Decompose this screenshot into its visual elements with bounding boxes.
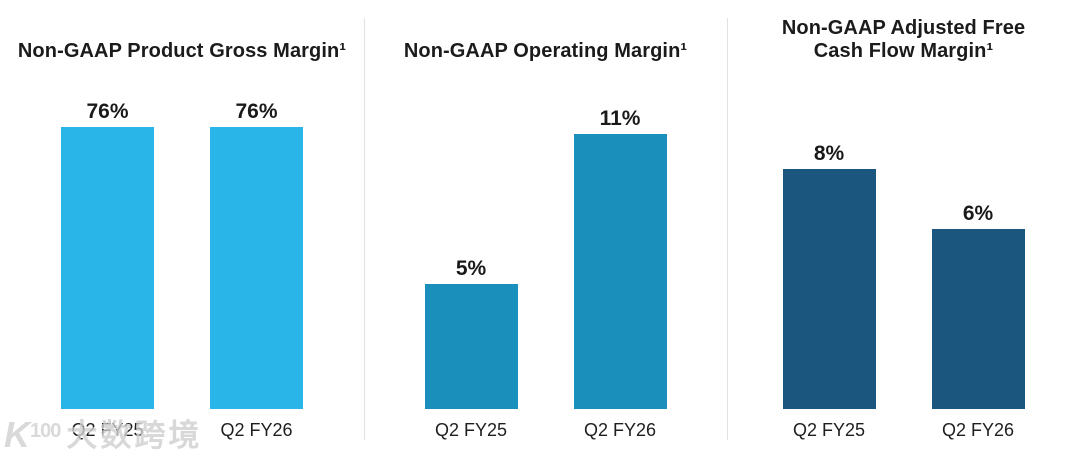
panel-divider xyxy=(364,18,365,440)
plot-area: 5% 11% xyxy=(364,62,727,409)
chart-title-line: Cash Flow Margin¹ xyxy=(813,39,994,62)
bar-group-q2-fy26: 6% xyxy=(931,202,1025,409)
x-tick-label: Q2 FY26 xyxy=(220,420,293,440)
bar-group-q2-fy25: 5% xyxy=(424,257,518,409)
bar-value-label: 76% xyxy=(235,100,278,123)
x-tick-label: Q2 FY26 xyxy=(583,420,657,440)
bar-value-label: 11% xyxy=(599,107,641,130)
chart-title-line: Non-GAAP Adjusted Free xyxy=(781,17,1026,40)
x-tick-label: Q2 FY25 xyxy=(792,420,866,440)
bar-q2-fy26 xyxy=(931,229,1025,409)
bar-q2-fy26 xyxy=(573,134,667,409)
bar-q2-fy25 xyxy=(424,284,518,409)
bar-group-q2-fy25: 8% xyxy=(782,142,876,409)
x-axis-labels: Q2 FY25 Q2 FY26 xyxy=(0,409,364,457)
chart-panel-operating-margin: Non-GAAP Operating Margin¹ 5% 11% Q2 FY2… xyxy=(364,0,727,457)
x-axis-labels: Q2 FY25 Q2 FY26 xyxy=(727,409,1080,457)
chart-title-line: Non-GAAP Operating Margin¹ xyxy=(403,39,688,62)
bar-group-q2-fy25: 76% xyxy=(61,101,154,409)
chart-title: Non-GAAP Product Gross Margin¹ xyxy=(0,0,364,62)
bar-group-q2-fy26: 76% xyxy=(210,101,303,409)
panel-divider xyxy=(727,18,728,440)
plot-area: 76% 76% xyxy=(0,62,364,409)
chart-title-line: Non-GAAP Product Gross Margin¹ xyxy=(17,39,347,62)
bar-value-label: 6% xyxy=(962,202,994,225)
x-axis-labels: Q2 FY25 Q2 FY26 xyxy=(364,409,727,457)
bar-q2-fy26 xyxy=(210,127,303,409)
bar-value-label: 5% xyxy=(455,257,487,280)
bar-value-label: 8% xyxy=(813,142,845,165)
x-tick-label: Q2 FY26 xyxy=(941,420,1015,440)
chart-panel-product-gross-margin: Non-GAAP Product Gross Margin¹ 76% 76% Q… xyxy=(0,0,364,457)
bar-q2-fy25 xyxy=(61,127,154,409)
chart-title: Non-GAAP Operating Margin¹ xyxy=(364,0,727,62)
bar-group-q2-fy26: 11% xyxy=(573,107,667,409)
bar-value-label: 76% xyxy=(86,100,129,123)
chart-panel-free-cash-flow-margin: Non-GAAP Adjusted Free Cash Flow Margin¹… xyxy=(727,0,1080,457)
plot-area: 8% 6% xyxy=(727,62,1080,409)
x-tick-label: Q2 FY25 xyxy=(71,420,144,440)
x-tick-label: Q2 FY25 xyxy=(434,420,508,440)
chart-title: Non-GAAP Adjusted Free Cash Flow Margin¹ xyxy=(727,0,1080,62)
bar-q2-fy25 xyxy=(782,169,876,409)
